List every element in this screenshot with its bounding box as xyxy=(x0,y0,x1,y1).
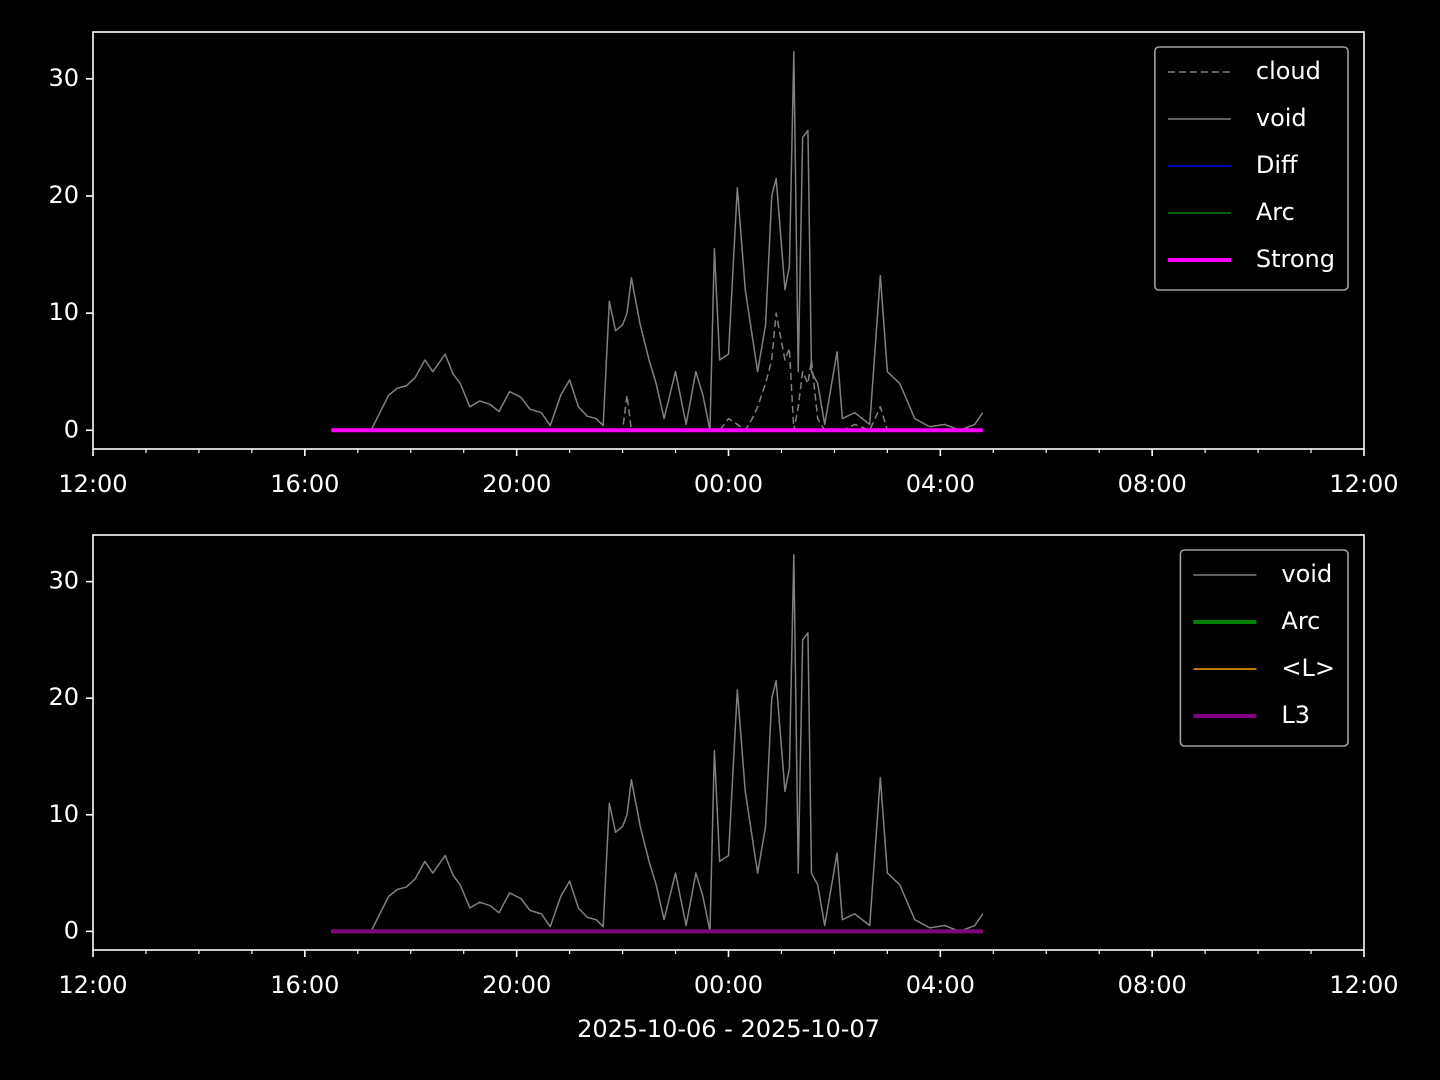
axes: 0 10 20 30 12:00 16:00 20:00 00:00 04:00 08:00 12:… xyxy=(48,534,1399,1043)
series-line xyxy=(331,554,984,933)
y-tick-label: 0 xyxy=(64,916,79,944)
x-tick-label: 20:00 xyxy=(482,470,551,498)
legend-label: void xyxy=(1256,104,1307,132)
legend-label: void xyxy=(1281,560,1332,588)
x-tick-label: 00:00 xyxy=(694,470,763,498)
legend-label: Arc xyxy=(1281,607,1320,635)
x-tick-label: 08:00 xyxy=(1118,971,1187,999)
x-tick-label: 12:00 xyxy=(58,470,127,498)
y-tick-label: 10 xyxy=(48,800,79,828)
x-tick-label: 04:00 xyxy=(906,470,975,498)
x-tick-label: 00:00 xyxy=(694,971,763,999)
plot-lines xyxy=(331,51,984,433)
legend-box xyxy=(1154,46,1349,291)
legend-label: <L> xyxy=(1281,654,1335,682)
y-tick-label: 20 xyxy=(48,181,79,209)
y-tick-label: 0 xyxy=(64,415,79,443)
y-tick-label: 10 xyxy=(48,298,79,326)
plot-lines xyxy=(331,554,984,934)
series-line xyxy=(331,51,984,432)
legend-box xyxy=(1179,549,1349,747)
x-tick-label: 16:00 xyxy=(270,470,339,498)
x-tick-label: 04:00 xyxy=(906,971,975,999)
legend-label: Strong xyxy=(1256,245,1335,273)
x-tick-label: 12:00 xyxy=(1329,470,1398,498)
legend-label: L3 xyxy=(1281,701,1310,729)
x-tick-label: 12:00 xyxy=(1329,971,1398,999)
legend-label: Diff xyxy=(1256,151,1298,179)
x-tick-label: 12:00 xyxy=(58,971,127,999)
axes-frame xyxy=(92,534,1365,951)
y-tick-label: 30 xyxy=(48,64,79,92)
legend-label: cloud xyxy=(1256,57,1321,85)
x-tick-label: 08:00 xyxy=(1118,470,1187,498)
y-tick-label: 20 xyxy=(48,683,79,711)
y-tick-label: 30 xyxy=(48,567,79,595)
x-tick-label: 20:00 xyxy=(482,971,551,999)
legend-label: Arc xyxy=(1256,198,1295,226)
legend: cloud void Diff Arc Strong xyxy=(1154,46,1349,291)
x-tick-label: 16:00 xyxy=(270,971,339,999)
legend: void Arc <L> L3 xyxy=(1179,549,1349,747)
x-axis-label: 2025-10-06 - 2025-10-07 xyxy=(577,1015,880,1043)
axes: 0 10 20 30 12:00 16:00 20:00 00:00 04:00 08:00 12:… xyxy=(48,31,1399,498)
